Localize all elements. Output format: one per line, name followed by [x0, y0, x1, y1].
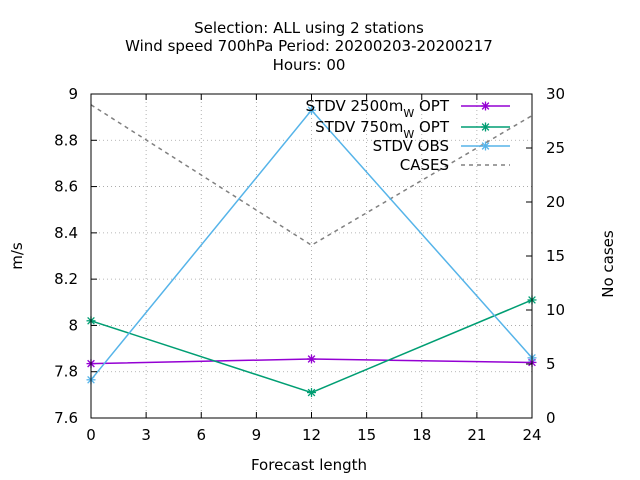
legend-label: STDV 750mW OPT	[315, 118, 450, 141]
x-tick-label: 12	[302, 426, 321, 444]
y-tick-label: 8.6	[54, 178, 78, 196]
y-axis-label: m/s	[8, 242, 26, 270]
data-point	[307, 105, 316, 115]
chart-title-line-1: Selection: ALL using 2 stations	[194, 19, 424, 37]
marker-stroke	[481, 142, 490, 150]
x-tick-label: 24	[522, 426, 541, 444]
data-point	[307, 354, 316, 364]
legend-marker	[481, 122, 490, 132]
x-tick-label: 0	[86, 426, 96, 444]
marker-stroke	[307, 106, 316, 115]
y-tick-label: 8.4	[54, 224, 78, 242]
x-tick-label: 18	[412, 426, 431, 444]
y-tick-label: 7.8	[54, 363, 78, 381]
x-tick-label: 21	[467, 426, 486, 444]
titles: Selection: ALL using 2 stations Wind spe…	[8, 19, 617, 474]
y-tick-label: 9	[68, 85, 78, 103]
y2-tick-label: 25	[546, 139, 565, 157]
marker-stroke	[307, 355, 316, 363]
x-tick-label: 3	[141, 426, 151, 444]
y2-tick-label: 15	[546, 247, 565, 265]
marker-stroke	[307, 388, 316, 397]
chart-title-line-2: Wind speed 700hPa Period: 20200203-20200…	[125, 37, 493, 55]
marker-stroke	[481, 123, 490, 131]
y2-tick-label: 30	[546, 85, 565, 103]
legend-label: CASES	[400, 156, 449, 174]
legend-marker	[481, 141, 490, 151]
y-tick-label: 8.8	[54, 131, 78, 149]
y-tick-label: 7.6	[54, 409, 78, 427]
y-tick-label: 8.2	[54, 270, 78, 288]
y2-tick-label: 5	[546, 355, 556, 373]
axes: 0 3 6 9 12 15 18 21 24 7.6 7.8 8 8.2 8.4 8.6 8.8 9 0 5 10 15…	[54, 85, 565, 444]
x-tick-label: 6	[196, 426, 206, 444]
y-tick-label: 8	[68, 316, 78, 334]
x-tick-label: 15	[357, 426, 376, 444]
y2-axis-label: No cases	[599, 230, 617, 298]
grid	[91, 94, 532, 418]
x-axis-label: Forecast length	[251, 456, 367, 474]
legend-label: STDV OBS	[373, 137, 449, 155]
legend-marker	[481, 101, 490, 111]
y2-tick-label: 0	[546, 409, 556, 427]
marker-stroke	[481, 102, 490, 110]
y2-tick-label: 10	[546, 301, 565, 319]
x-tick-label: 9	[252, 426, 262, 444]
legend-label: STDV 2500mW OPT	[306, 97, 450, 120]
chart-title-line-3: Hours: 00	[273, 56, 346, 74]
y2-tick-label: 20	[546, 193, 565, 211]
data-point	[307, 388, 316, 398]
